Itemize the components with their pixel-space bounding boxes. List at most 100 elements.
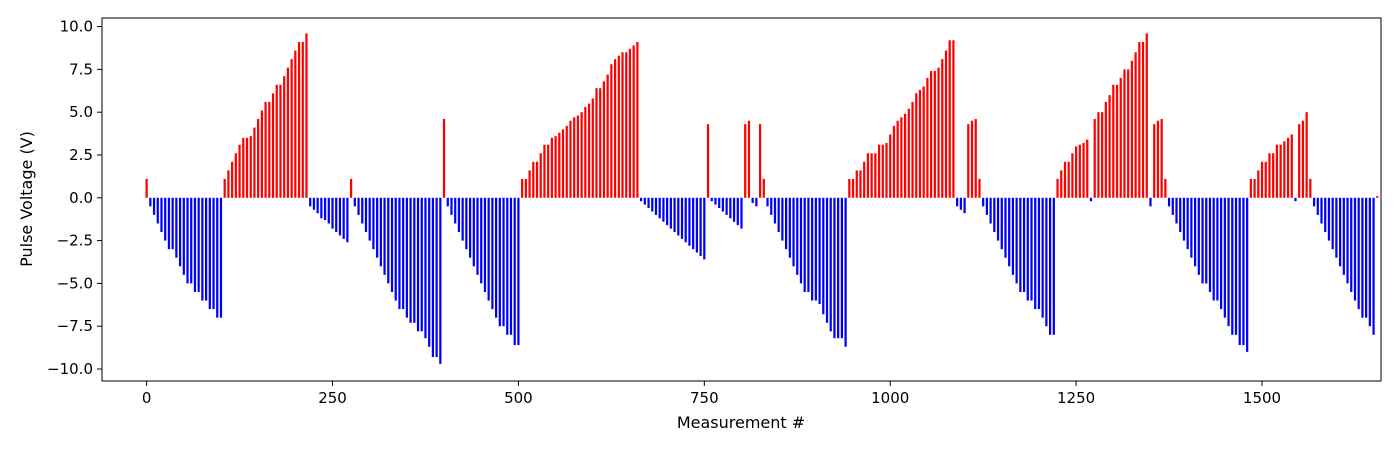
y-tick-label-6: 5.0 (69, 103, 93, 121)
bar-13 (193, 197, 197, 292)
bar-116 (576, 115, 580, 198)
bar-25 (238, 144, 241, 198)
bar-272 (1156, 120, 1160, 198)
bar-232 (1008, 197, 1011, 267)
x-tick-label-5: 1250 (1057, 389, 1095, 407)
y-axis-ticks: −10.0 −7.5 −5.0 −2.5 0.0 2.5 5.0 7.5 10.0 (47, 18, 102, 378)
bar-189 (848, 178, 851, 198)
bar-102 (524, 178, 527, 198)
bar-141 (669, 197, 672, 229)
bar-97 (506, 197, 509, 335)
bar-108 (547, 144, 550, 198)
bar-41 (297, 41, 301, 198)
bar-292 (1231, 197, 1234, 335)
bar-31 (260, 110, 263, 198)
bar-159 (736, 197, 739, 226)
bar-103 (528, 170, 531, 198)
bar-219 (959, 197, 962, 210)
x-tick-label-1: 250 (318, 389, 347, 407)
bar-215 (944, 50, 948, 198)
bar-323 (1346, 197, 1349, 284)
bar-132 (636, 41, 639, 198)
bar-49 (327, 197, 330, 224)
bar-196 (874, 153, 877, 198)
bar-275 (1167, 197, 1171, 207)
bar-233 (1011, 197, 1015, 275)
bar-135 (647, 197, 650, 209)
bar-62 (376, 197, 379, 258)
bar-250 (1075, 146, 1078, 198)
bar-68 (398, 197, 401, 310)
bar-188 (844, 197, 847, 347)
bar-35 (275, 84, 278, 198)
y-tick-label-4: 0.0 (69, 189, 93, 207)
bar-133 (640, 197, 643, 202)
bar-155 (721, 197, 725, 212)
bar-11 (186, 197, 189, 284)
bar-125 (610, 64, 613, 198)
bar-74 (420, 197, 423, 332)
bar-210 (926, 77, 929, 198)
bar-228 (993, 197, 996, 233)
bar-90 (480, 197, 483, 284)
bar-246 (1060, 170, 1063, 198)
bar-316 (1320, 197, 1323, 224)
bar-101 (521, 178, 524, 198)
bar-26 (242, 137, 245, 198)
bar-95 (498, 197, 501, 327)
bar-226 (985, 197, 988, 215)
bar-107 (543, 144, 546, 198)
bar-91 (483, 197, 487, 292)
bar-168 (770, 197, 773, 215)
bar-48 (323, 197, 327, 221)
bar-303 (1272, 153, 1275, 198)
bar-75 (424, 197, 427, 339)
bar-162 (747, 120, 751, 198)
bar-89 (476, 197, 479, 275)
bar-63 (379, 197, 382, 267)
bar-10 (182, 197, 185, 275)
bar-96 (502, 197, 505, 327)
bar-70 (405, 197, 408, 318)
bar-30 (257, 119, 260, 198)
bar-131 (632, 45, 635, 198)
bar-158 (732, 197, 736, 222)
bar-67 (394, 197, 397, 301)
x-tick-label-3: 750 (690, 389, 719, 407)
bar-100 (517, 197, 520, 346)
bar-138 (658, 197, 661, 219)
bar-4 (160, 197, 163, 233)
x-tick-label-6: 1500 (1243, 389, 1281, 407)
bar-51 (335, 197, 338, 233)
bar-17 (208, 197, 211, 310)
bar-247 (1063, 161, 1067, 198)
bar-297 (1249, 178, 1252, 198)
bar-254 (1089, 197, 1093, 202)
bar-225 (982, 197, 985, 207)
bar-19 (216, 197, 219, 318)
bar-1 (149, 197, 152, 207)
bar-273 (1160, 119, 1163, 198)
bar-203 (900, 117, 903, 198)
bar-306 (1283, 141, 1286, 198)
bar-214 (941, 59, 944, 198)
bar-2 (152, 197, 156, 215)
bar-93 (491, 197, 494, 310)
x-tick-label-2: 500 (504, 389, 533, 407)
bar-130 (628, 48, 632, 198)
bar-271 (1153, 124, 1156, 198)
bar-282 (1193, 197, 1197, 267)
bar-242 (1045, 197, 1048, 327)
bar-193 (863, 161, 866, 198)
bar-285 (1205, 197, 1208, 284)
bar-192 (859, 170, 862, 198)
bar-315 (1316, 197, 1319, 215)
bar-161 (744, 124, 747, 198)
bar-262 (1119, 77, 1122, 198)
bar-202 (896, 120, 899, 198)
bar-6 (167, 197, 171, 250)
bar-46 (316, 197, 319, 214)
bar-147 (692, 197, 695, 250)
bar-209 (922, 86, 925, 198)
bar-294 (1238, 197, 1241, 346)
